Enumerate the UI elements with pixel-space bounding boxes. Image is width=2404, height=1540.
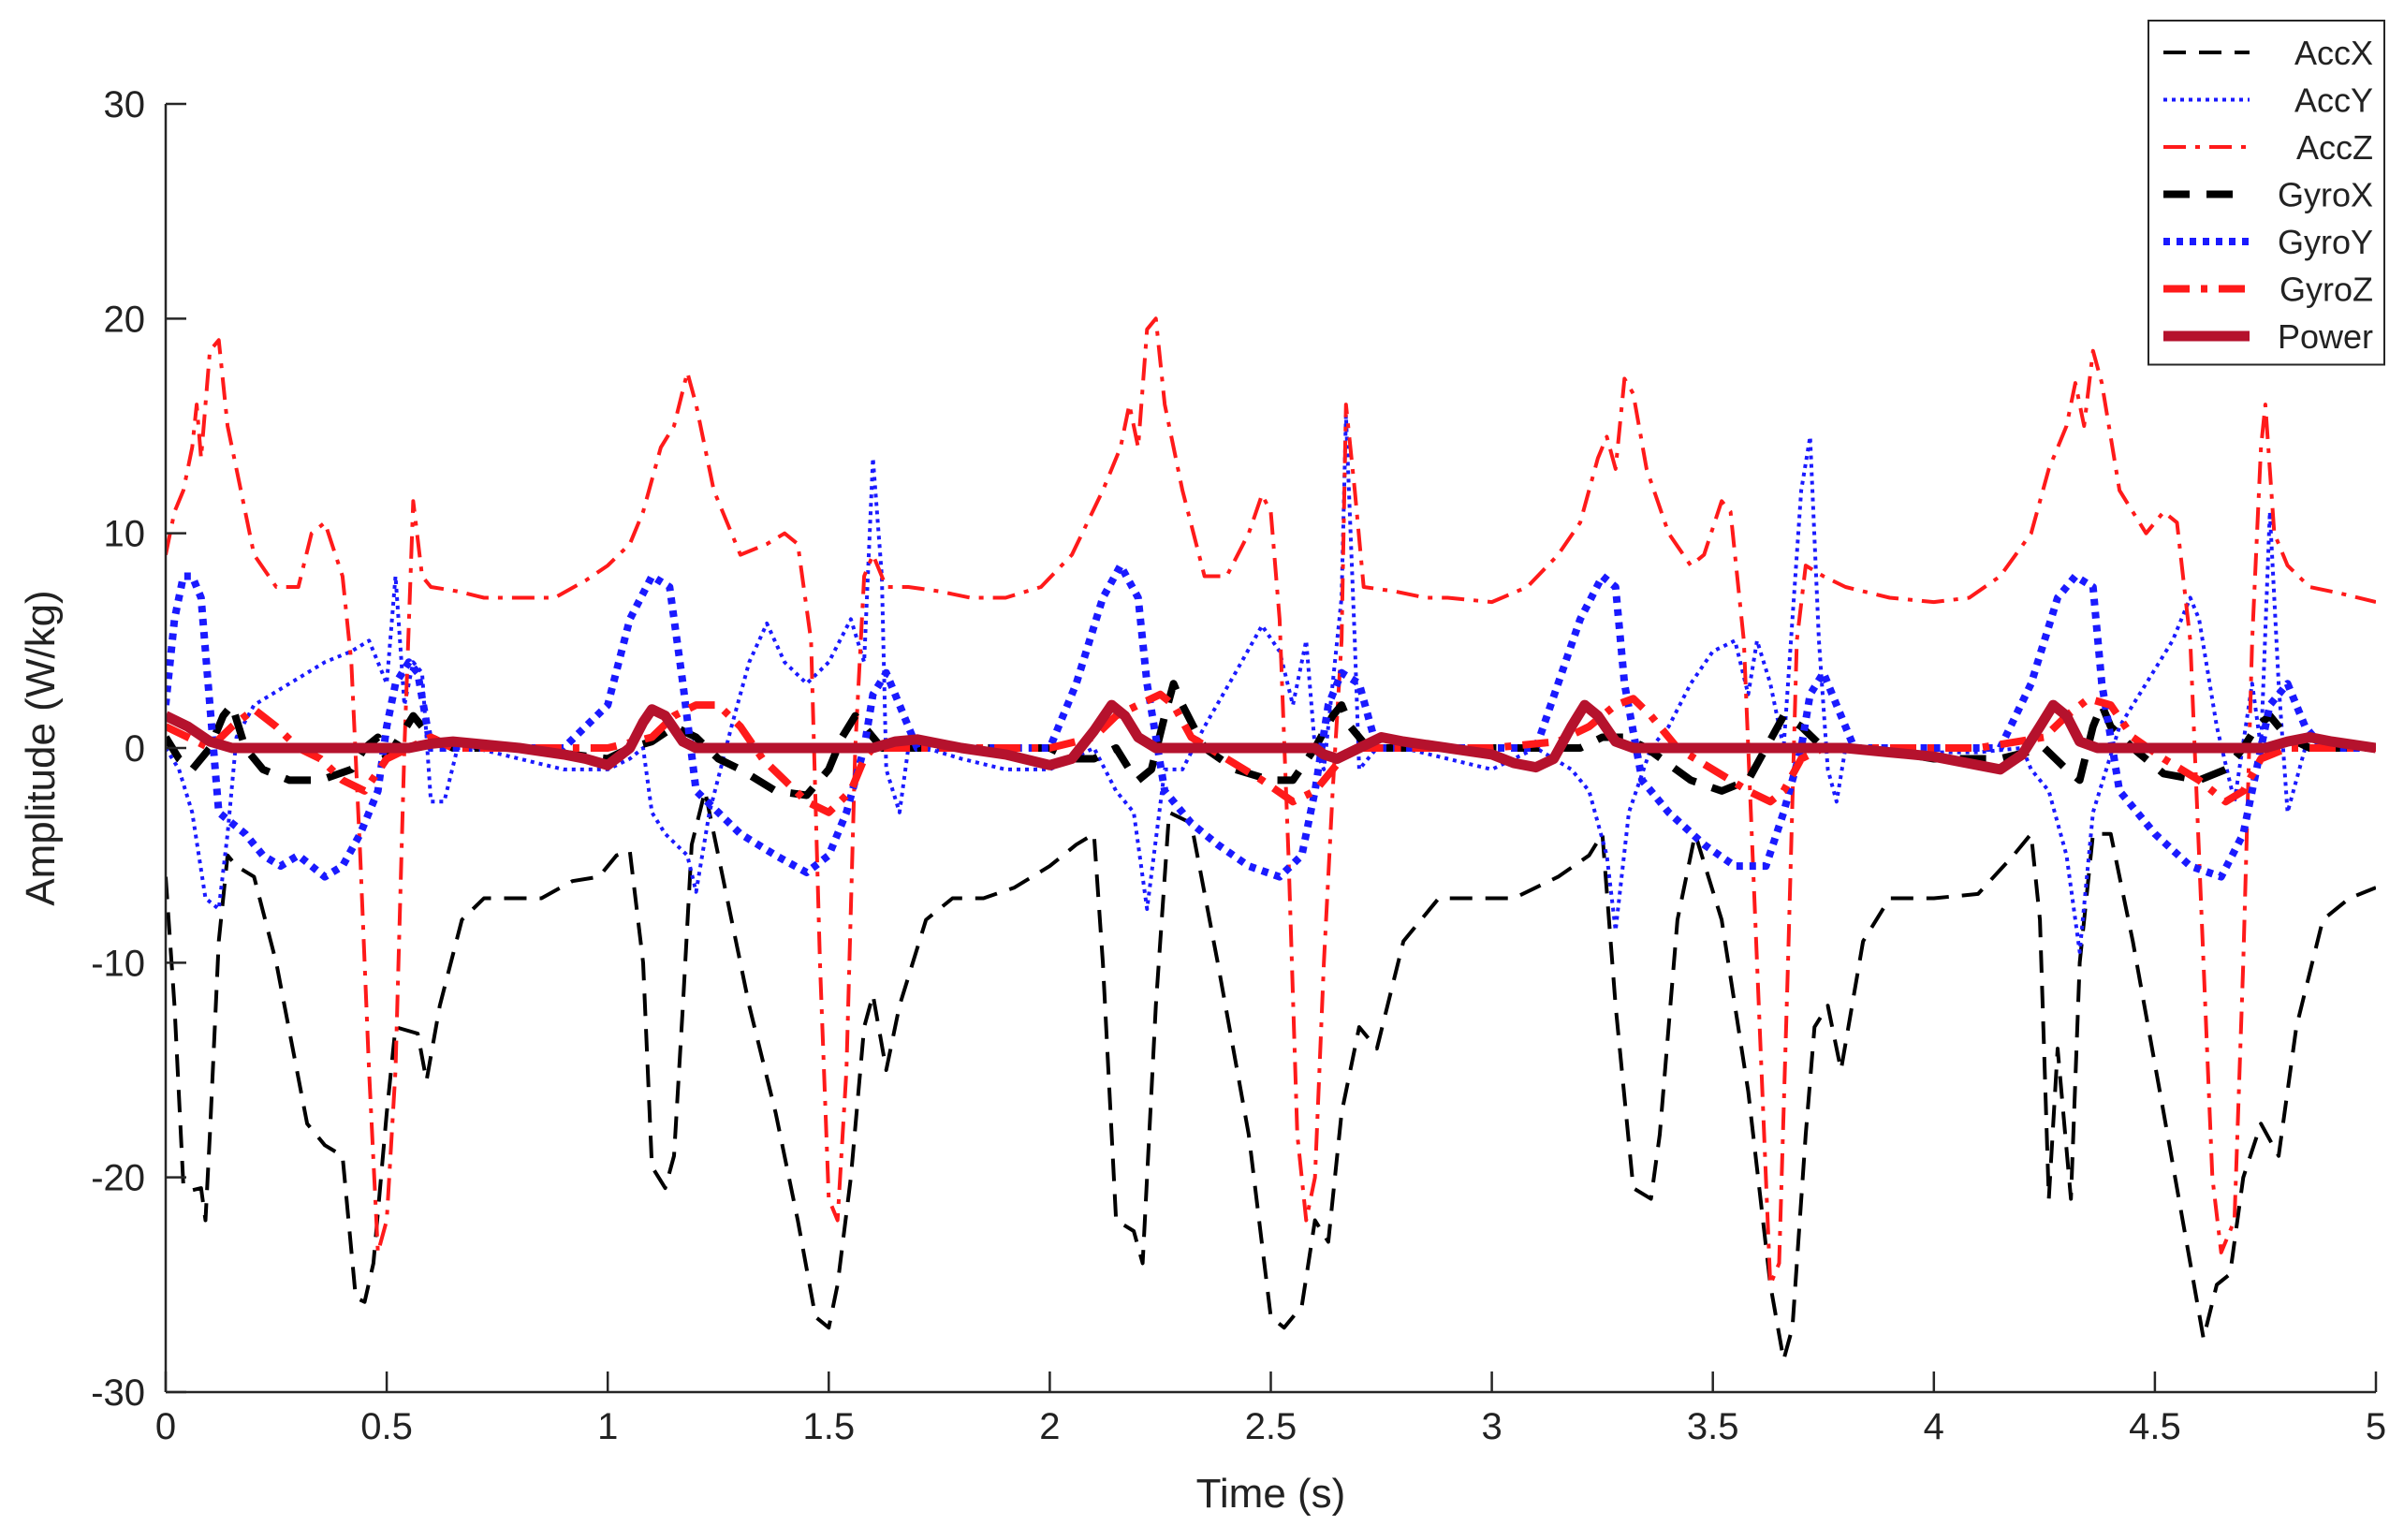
y-tick-label: -20 [91, 1158, 145, 1199]
y-tick-label: -10 [91, 943, 145, 984]
y-tick-label: -30 [91, 1372, 145, 1414]
series-line-gyroy [166, 562, 2376, 881]
y-tick-label: 30 [104, 84, 146, 125]
x-axis-label: Time (s) [1196, 1471, 1346, 1517]
y-tick-label: 0 [125, 728, 145, 770]
x-tick-label: 4.5 [2129, 1406, 2181, 1447]
y-tick-label: 20 [104, 299, 146, 340]
x-tick-label: 3 [1481, 1406, 1502, 1447]
legend-label-accx: AccX [2294, 34, 2373, 72]
x-tick-label: 5 [2366, 1406, 2386, 1447]
x-tick-label: 3.5 [1687, 1406, 1739, 1447]
legend-label-gyroy: GyroY [2278, 223, 2373, 261]
legend: AccX AccY AccZ GyroX GyroY GyroZ Power [2147, 20, 2385, 366]
x-tick-label: 4 [1924, 1406, 1944, 1447]
y-axis-label: Amplitude (W/kg) [18, 590, 64, 905]
legend-label-gyrox: GyroX [2278, 176, 2373, 214]
x-tick-label: 0 [155, 1406, 176, 1447]
legend-label-accz: AccZ [2296, 128, 2373, 167]
series-line-power [166, 699, 2376, 775]
series-layer [166, 316, 2376, 1362]
axes-layer: 0 0.5 1 1.5 2 2.5 3 3.5 4 4.5 5 -30 -20 -10 0 10 20 30 [91, 84, 2386, 1447]
legend-label-accy: AccY [2294, 81, 2373, 120]
legend-label-gyroz: GyroZ [2279, 271, 2373, 309]
series-line-accz [166, 316, 2376, 1287]
series-line-accx [166, 788, 2376, 1362]
x-tick-label: 2 [1039, 1406, 1060, 1447]
x-tick-label: 2.5 [1245, 1406, 1297, 1447]
plot-area: 0 0.5 1 1.5 2 2.5 3 3.5 4 4.5 5 -30 -20 -10 0 10 20 30 [91, 84, 2386, 1447]
y-tick-label: 10 [104, 514, 146, 555]
x-tick-label: 1.5 [802, 1406, 855, 1447]
series-line-gyroz [166, 690, 2376, 816]
x-tick-label: 1 [597, 1406, 618, 1447]
x-tick-label: 0.5 [360, 1406, 413, 1447]
legend-label-power: Power [2278, 317, 2373, 356]
